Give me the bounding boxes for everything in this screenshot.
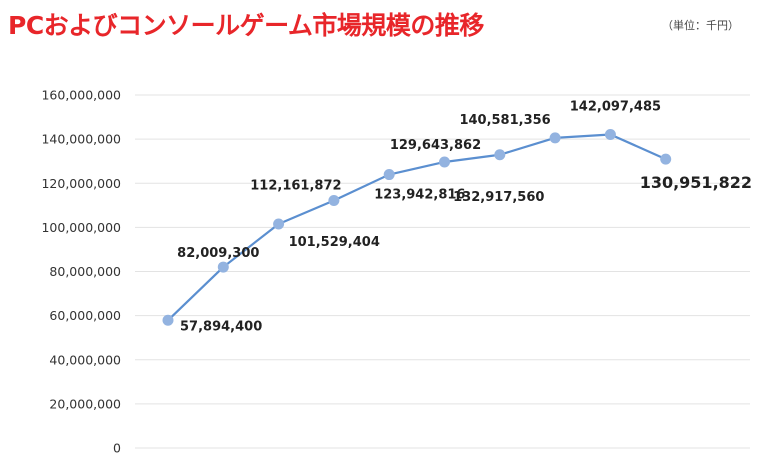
- y-tick-label: 60,000,000: [49, 308, 121, 323]
- chart-title: PCおよびコンソールゲーム市場規模の推移: [8, 11, 484, 40]
- data-label: 101,529,404: [289, 235, 380, 250]
- data-label: 130,951,822: [640, 173, 752, 192]
- data-point: [604, 128, 616, 140]
- data-label: 57,894,400: [180, 319, 262, 334]
- data-point: [549, 132, 561, 144]
- data-label: 142,097,485: [570, 99, 661, 114]
- y-tick-label: 20,000,000: [49, 396, 121, 411]
- y-tick-label: 40,000,000: [49, 352, 121, 367]
- data-label: 82,009,300: [177, 246, 259, 261]
- data-label: 132,917,560: [453, 190, 544, 205]
- y-tick-label: 120,000,000: [41, 176, 121, 191]
- y-tick-label: 140,000,000: [41, 132, 121, 147]
- data-point: [328, 195, 340, 207]
- data-label: 140,581,356: [459, 113, 550, 128]
- data-point: [273, 218, 285, 230]
- data-point: [660, 153, 672, 165]
- series-line: [167, 133, 667, 322]
- data-label: 129,643,862: [390, 138, 481, 153]
- data-point: [383, 169, 395, 181]
- data-point: [162, 314, 174, 326]
- data-point: [494, 149, 506, 161]
- y-tick-label: 80,000,000: [49, 264, 121, 279]
- unit-note: （単位：千円）: [662, 19, 739, 32]
- y-tick-label: 160,000,000: [41, 88, 121, 103]
- y-tick-label: 0: [113, 441, 121, 456]
- data-point: [439, 156, 450, 168]
- data-label: 112,161,872: [250, 179, 341, 194]
- y-tick-label: 100,000,000: [41, 220, 121, 235]
- data-label: 123,942,816: [374, 188, 465, 203]
- data-point: [217, 261, 229, 273]
